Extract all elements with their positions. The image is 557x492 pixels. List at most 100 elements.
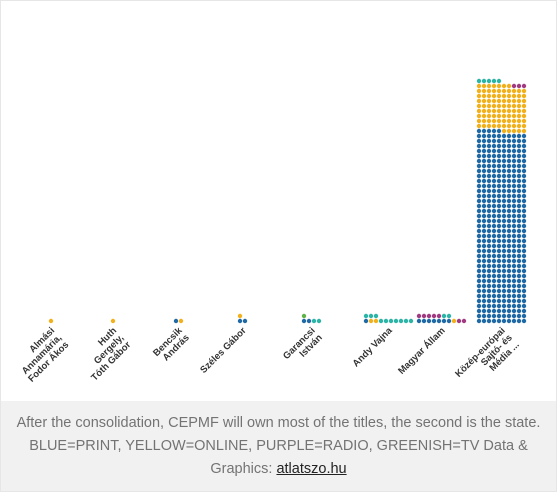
waffle-dot-print [476, 223, 482, 229]
waffle-dot-print [501, 268, 507, 274]
waffle-dot-online [486, 108, 492, 114]
waffle-dot-print [501, 178, 507, 184]
waffle-dot-print [476, 228, 482, 234]
waffle-dot-print [506, 193, 512, 199]
waffle-dot-print [496, 223, 502, 229]
waffle-dot-print [511, 213, 517, 219]
waffle-dot-online [491, 118, 497, 124]
waffle-dot-print [511, 288, 517, 294]
waffle-dot-online [373, 318, 379, 324]
waffle-dot-print [511, 168, 517, 174]
waffle-dot-online [516, 108, 522, 114]
waffle-dot-online [481, 123, 487, 129]
waffle-dot-online [501, 108, 507, 114]
waffle-dot-print [521, 178, 527, 184]
waffle-dot-online [486, 118, 492, 124]
waffle-dot-print [501, 168, 507, 174]
waffle-dot-print [521, 258, 527, 264]
waffle-dot-online [451, 318, 457, 324]
waffle-dot-online [521, 103, 527, 109]
waffle-dot-print [516, 153, 522, 159]
waffle-dot-print [486, 213, 492, 219]
waffle-dot-print [496, 163, 502, 169]
waffle-dot-online [486, 83, 492, 89]
waffle-dot-print [486, 188, 492, 194]
waffle-dot-print [511, 283, 517, 289]
category-label: Magyar Állam [396, 325, 447, 376]
waffle-dot-online [496, 108, 502, 114]
waffle-dot-online [491, 88, 497, 94]
waffle-dot-print [511, 163, 517, 169]
waffle-dot-online [491, 123, 497, 129]
waffle-dot-print [511, 188, 517, 194]
waffle-dot-print [516, 303, 522, 309]
waffle-dot-print [486, 283, 492, 289]
waffle-dot-print [501, 253, 507, 259]
waffle-dot-print [521, 318, 527, 324]
waffle-dot-print [486, 223, 492, 229]
waffle-dot-online [501, 123, 507, 129]
waffle-dot-print [516, 138, 522, 144]
waffle-dot-print [481, 178, 487, 184]
waffle-dot-print [516, 238, 522, 244]
waffle-dot-print [486, 318, 492, 324]
waffle-dot-print [496, 263, 502, 269]
waffle-dot-online [516, 103, 522, 109]
waffle-dot-print [516, 183, 522, 189]
waffle-dot-print [506, 303, 512, 309]
waffle-dot-print [501, 273, 507, 279]
waffle-dot-print [506, 298, 512, 304]
waffle-dot-print [516, 308, 522, 314]
waffle-dot-print [481, 198, 487, 204]
waffle-dot-print [511, 268, 517, 274]
waffle-dot-print [506, 198, 512, 204]
waffle-dot-online [496, 123, 502, 129]
waffle-dot-online [476, 88, 482, 94]
waffle-dot-print [516, 163, 522, 169]
waffle-dot-print [491, 238, 497, 244]
waffle-dot-print [506, 178, 512, 184]
waffle-dot-online [516, 98, 522, 104]
waffle-dot-print [511, 258, 517, 264]
waffle-dot-print [491, 268, 497, 274]
waffle-dot-print [521, 293, 527, 299]
waffle-dot-print [486, 153, 492, 159]
waffle-dot-print [511, 298, 517, 304]
waffle-dot-print [476, 143, 482, 149]
waffle-dot-print [521, 153, 527, 159]
waffle-dot-print [521, 243, 527, 249]
waffle-dot-print [506, 203, 512, 209]
waffle-dot-tv [496, 78, 502, 84]
source-link[interactable]: atlatszo.hu [276, 461, 347, 477]
waffle-dot-print [486, 293, 492, 299]
waffle-dot-print [491, 178, 497, 184]
waffle-dot-online [506, 123, 512, 129]
waffle-dot-print [486, 263, 492, 269]
waffle-dot-print [491, 168, 497, 174]
waffle-dot-online [476, 93, 482, 99]
waffle-dot-print [481, 293, 487, 299]
category-label-line: Széles Gábor [198, 325, 249, 376]
waffle-dot-print [476, 268, 482, 274]
waffle-dot-online [506, 83, 512, 89]
waffle-dot-online [506, 118, 512, 124]
waffle-dot-print [476, 253, 482, 259]
category-label-line: Andy Vajna [351, 325, 395, 369]
waffle-dot-print [476, 243, 482, 249]
waffle-dot-print [491, 233, 497, 239]
waffle-dot-print [506, 213, 512, 219]
waffle-dot-print [481, 268, 487, 274]
waffle-dot-print [506, 283, 512, 289]
waffle-dot-print [496, 173, 502, 179]
waffle-dot-print [491, 208, 497, 214]
waffle-dot-print [496, 313, 502, 319]
waffle-dot-online [501, 113, 507, 119]
waffle-dot-print [501, 218, 507, 224]
waffle-dot-print [476, 248, 482, 254]
waffle-dot-print [486, 138, 492, 144]
waffle-dot-print [491, 223, 497, 229]
waffle-dot-print [516, 133, 522, 139]
waffle-dot-print [486, 303, 492, 309]
category-label: Közép-európaiSajtó- ésMédia ... [453, 325, 522, 394]
waffle-dot-print [496, 128, 502, 134]
